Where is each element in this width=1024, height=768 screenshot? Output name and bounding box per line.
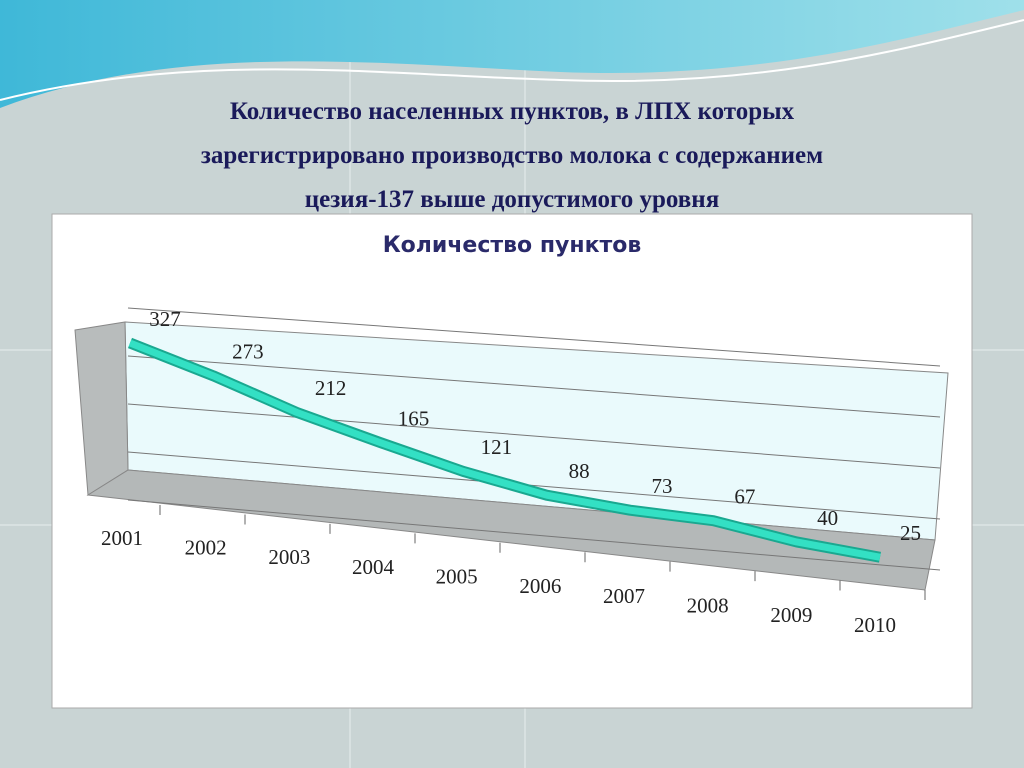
line <box>128 339 881 561</box>
x-tick-label: 2003 <box>268 545 310 569</box>
x-tick-label: 2008 <box>687 593 729 617</box>
grid-line <box>127 307 941 367</box>
data-label: 165 <box>398 406 430 430</box>
grid-line <box>127 499 941 571</box>
grid-line <box>127 451 941 520</box>
x-tick-label: 2006 <box>519 574 561 598</box>
x-tick-label: 2005 <box>436 564 478 588</box>
data-label: 73 <box>652 474 673 498</box>
chart-title: Количество пунктов <box>383 233 642 258</box>
data-label: 273 <box>232 340 264 364</box>
slide-title: Количество населенных пунктов, в ЛПХ кот… <box>0 90 1024 222</box>
data-label: 212 <box>315 376 347 400</box>
x-tick-label: 2007 <box>603 584 645 608</box>
wave-line <box>0 19 1024 101</box>
floor <box>86 469 936 591</box>
data-label: 25 <box>900 521 921 545</box>
data-label: 67 <box>734 485 755 509</box>
x-tick-label: 2002 <box>185 535 227 559</box>
data-label: 121 <box>481 435 513 459</box>
x-tick-label: 2001 <box>101 526 143 550</box>
title-line: Количество населенных пунктов, в ЛПХ кот… <box>229 98 795 125</box>
grid-line <box>127 355 941 418</box>
wave <box>0 0 1024 108</box>
data-label: 40 <box>817 506 838 530</box>
x-tick-label: 2010 <box>854 613 896 637</box>
grid-line <box>127 403 941 469</box>
x-tick-label: 2004 <box>352 555 395 579</box>
x-tick-label: 2009 <box>770 603 812 627</box>
data-label: 88 <box>569 459 590 483</box>
title-line: зарегистрировано производство молока с с… <box>200 142 824 169</box>
data-label: 327 <box>149 307 181 331</box>
title-line: цезия-137 выше допустимого уровня <box>304 186 720 213</box>
